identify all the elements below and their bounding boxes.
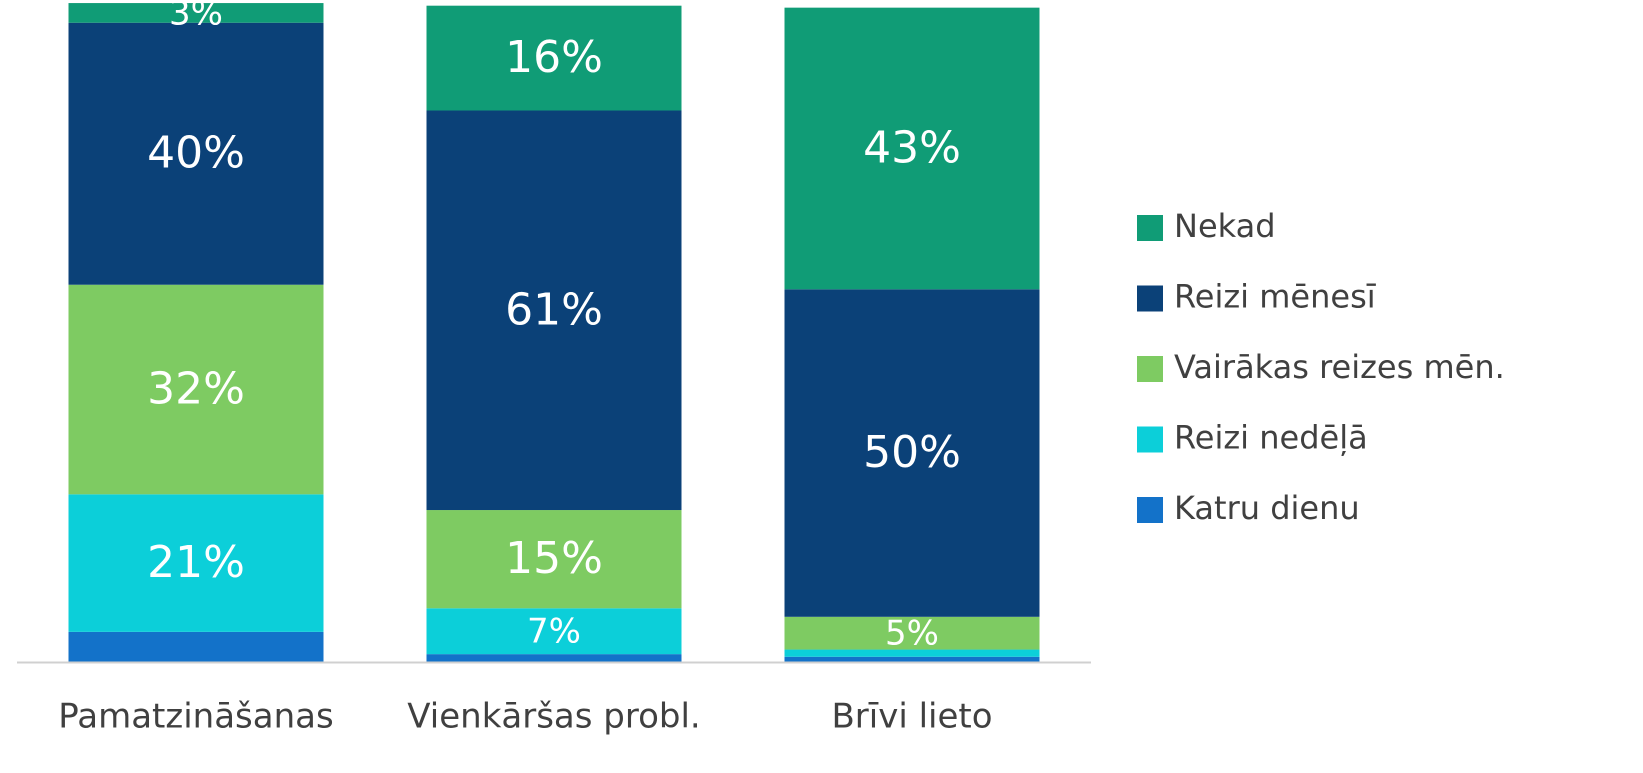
- legend-label: Reizi mēnesī: [1174, 278, 1377, 316]
- value-label: 32%: [147, 364, 245, 415]
- legend-label: Reizi nedēļā: [1174, 419, 1368, 457]
- bar-segment: [784, 616, 1040, 650]
- bar-segment: [68, 3, 324, 23]
- bar-segment: [426, 654, 682, 662]
- bar-segment: [426, 5, 682, 111]
- bar-segment: [784, 649, 1040, 657]
- value-label: 16%: [505, 32, 603, 83]
- legend-swatch: [1137, 215, 1163, 241]
- x-tick-label: Pamatzināšanas: [58, 697, 333, 737]
- value-label: 3%: [169, 0, 223, 33]
- bar-segment: [68, 22, 324, 285]
- bar-segment: [68, 494, 324, 632]
- bar-segment: [426, 608, 682, 655]
- bar-segment: [426, 110, 682, 511]
- bar-segment: [784, 289, 1040, 617]
- legend-label: Katru dienu: [1174, 489, 1360, 527]
- bar-segment: [426, 510, 682, 609]
- bar-segment: [68, 284, 324, 495]
- bar-segment: [68, 631, 324, 662]
- bar-segment: [784, 7, 1040, 290]
- legend-swatch: [1137, 285, 1163, 312]
- value-label: 50%: [863, 427, 961, 478]
- value-label: 5%: [885, 614, 939, 654]
- value-label: 40%: [147, 128, 245, 179]
- legend-swatch: [1137, 497, 1163, 523]
- legend-label: Nekad: [1174, 207, 1276, 245]
- value-label: 43%: [863, 122, 961, 173]
- value-label: 21%: [147, 537, 245, 588]
- x-tick-label: Brīvi lieto: [831, 697, 992, 737]
- legend-swatch: [1137, 356, 1163, 382]
- value-label: 15%: [505, 533, 603, 584]
- legend-label: Vairākas reizes mēn.: [1174, 348, 1505, 386]
- value-label: 61%: [505, 284, 603, 335]
- bar-segment: [784, 656, 1040, 662]
- value-label: 7%: [527, 612, 581, 652]
- legend-swatch: [1137, 426, 1163, 453]
- x-tick-label: Vienkāršas probl.: [407, 697, 700, 737]
